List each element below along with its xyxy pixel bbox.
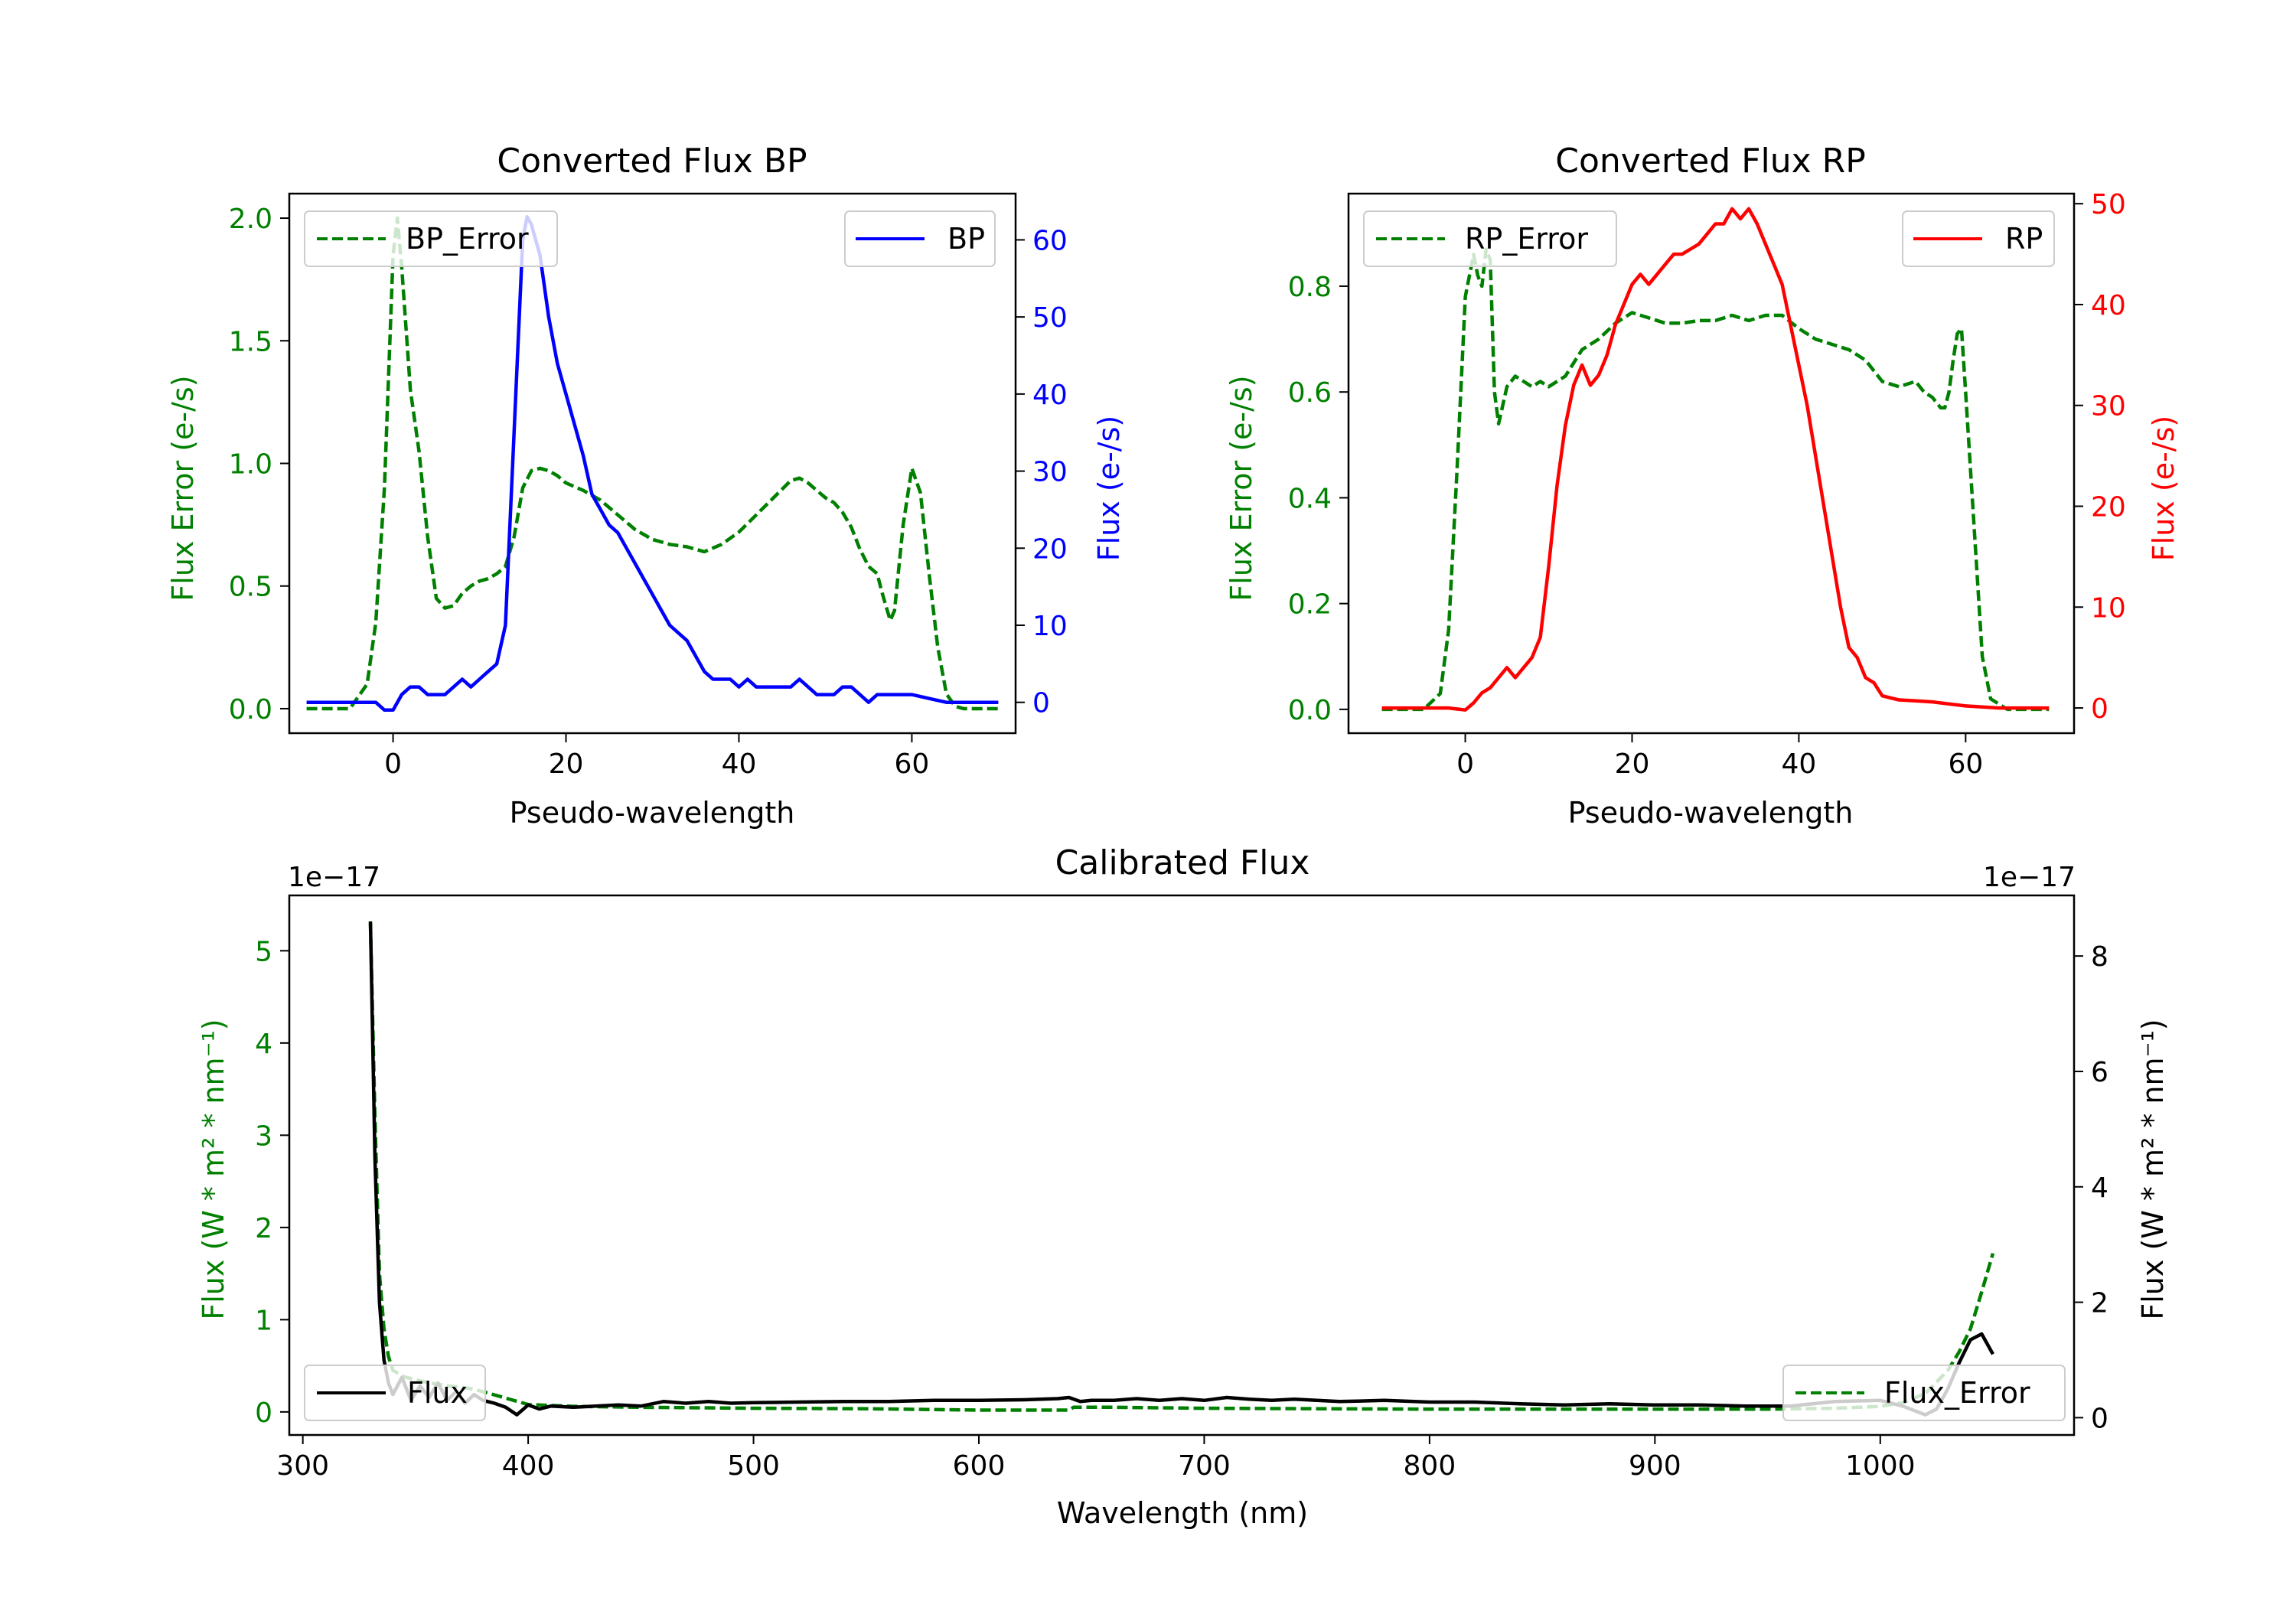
calibrated-legend-left[interactable]: Flux bbox=[304, 1365, 486, 1421]
rp-axes-frame bbox=[1347, 192, 2076, 735]
rp-right-y-tick-label: 20 bbox=[2091, 492, 2126, 523]
bp-x-tick-label: 60 bbox=[895, 748, 930, 780]
calibrated-left-y-tick-label: 2 bbox=[255, 1213, 272, 1244]
rp-left-y-axis-label: Flux Error (e-/s) bbox=[1225, 375, 1258, 601]
bp-left-y-tick-label: 1.5 bbox=[229, 326, 272, 357]
rp-right-y-tick-label: 30 bbox=[2091, 391, 2126, 422]
bp-left-y-tick-label: 0.5 bbox=[229, 572, 272, 603]
calibrated-left-y-tick-label: 1 bbox=[255, 1305, 272, 1336]
bp-chart-title: Converted Flux BP bbox=[497, 142, 807, 181]
bp-right-y-axis-label: Flux (e-/s) bbox=[1092, 416, 1126, 561]
bp-panel: Converted Flux BP 0 20 40 60 0.0 0.5 1.0 1.5 2.0… bbox=[166, 142, 1126, 830]
rp-right-y-tick-label: 0 bbox=[2091, 693, 2108, 725]
bp-right-y-tick-label: 50 bbox=[1032, 302, 1068, 334]
calibrated-x-tick-label: 600 bbox=[953, 1450, 1006, 1482]
bp-legend-left[interactable]: BP_Error bbox=[304, 210, 558, 267]
bp-left-y-tick-label: 0.0 bbox=[229, 694, 272, 726]
rp-x-axis-label: Pseudo-wavelength bbox=[1568, 796, 1854, 830]
bp-right-y-tick-label: 0 bbox=[1032, 688, 1050, 719]
bp-x-tick-label: 0 bbox=[384, 748, 402, 780]
rp-legend-left[interactable]: RP_Error bbox=[1363, 210, 1617, 267]
calibrated-x-tick-label: 700 bbox=[1178, 1450, 1231, 1482]
calibrated-x-axis-label: Wavelength (nm) bbox=[1057, 1496, 1308, 1530]
bp-legend-left-label: BP_Error bbox=[406, 222, 529, 256]
rp-legend-right-label: RP bbox=[2005, 222, 2043, 256]
calibrated-x-tick-label: 1000 bbox=[1845, 1450, 1916, 1482]
rp-left-y-tick-label: 0.8 bbox=[1288, 272, 1332, 303]
calibrated-legend-left-label: Flux bbox=[407, 1376, 468, 1410]
calibrated-right-y-tick-label: 0 bbox=[2091, 1403, 2108, 1434]
calibrated-right-y-tick-label: 2 bbox=[2091, 1288, 2108, 1319]
bp-left-y-tick-label: 2.0 bbox=[229, 204, 272, 235]
calibrated-right-offset-text: 1e−17 bbox=[1983, 862, 2076, 893]
bp-legend-right-label: BP bbox=[947, 222, 985, 256]
bp-plot-area: 0 20 40 60 0.0 0.5 1.0 1.5 2.0 0 10 20 30 40 50 60 bbox=[229, 192, 1068, 780]
calibrated-left-y-tick-label: 4 bbox=[255, 1029, 272, 1060]
calibrated-right-y-tick-label: 4 bbox=[2091, 1172, 2108, 1204]
bp-right-y-tick-label: 20 bbox=[1032, 533, 1068, 565]
calibrated-right-y-tick-label: 8 bbox=[2091, 941, 2108, 973]
rp-right-y-tick-label: 50 bbox=[2091, 189, 2126, 220]
rp-left-y-tick-label: 0.2 bbox=[1288, 589, 1332, 621]
calibrated-x-tick-label: 800 bbox=[1404, 1450, 1456, 1482]
rp-x-tick-label: 0 bbox=[1456, 748, 1474, 780]
bp-series-bp bbox=[306, 214, 999, 713]
calibrated-x-tick-label: 400 bbox=[502, 1450, 555, 1482]
bp-x-tick-label: 40 bbox=[722, 748, 757, 780]
calibrated-left-y-tick-label: 3 bbox=[255, 1120, 272, 1152]
calibrated-left-y-tick-label: 5 bbox=[255, 936, 272, 967]
rp-left-y-tick-label: 0.4 bbox=[1288, 483, 1332, 514]
calibrated-right-y-axis-label: Flux (W * m² * nm⁻¹) bbox=[2136, 1019, 2170, 1319]
bp-series-bp-error bbox=[306, 216, 999, 711]
calibrated-right-y-tick-label: 6 bbox=[2091, 1057, 2108, 1088]
rp-x-tick-label: 40 bbox=[1782, 748, 1817, 780]
calibrated-x-tick-label: 500 bbox=[727, 1450, 780, 1482]
bp-left-y-axis-label: Flux Error (e-/s) bbox=[166, 375, 200, 601]
calibrated-legend-right-label: Flux_Error bbox=[1884, 1376, 2030, 1410]
rp-x-tick-label: 60 bbox=[1948, 748, 1983, 780]
rp-right-y-tick-label: 10 bbox=[2091, 592, 2126, 624]
bp-right-y-tick-label: 30 bbox=[1032, 457, 1068, 488]
bp-left-y-tick-label: 1.0 bbox=[229, 449, 272, 481]
calibrated-left-y-axis-label: Flux (W * m² * nm⁻¹) bbox=[197, 1019, 230, 1319]
calibrated-left-offset-text: 1e−17 bbox=[288, 862, 380, 893]
rp-series-rp bbox=[1381, 207, 2050, 712]
bp-right-y-tick-label: 60 bbox=[1032, 225, 1068, 256]
calibrated-axes-frame bbox=[288, 894, 2076, 1437]
rp-panel: Converted Flux RP 0 20 40 60 0.0 0.2 0.4 0.6 0.8… bbox=[1225, 142, 2180, 830]
bp-legend-right[interactable]: BP bbox=[844, 210, 996, 267]
rp-chart-title: Converted Flux RP bbox=[1555, 142, 1866, 181]
calibrated-legend-right-box bbox=[1782, 1365, 2066, 1421]
calibrated-plot-area: 300 400 500 600 700 800 900 1000 0 1 2 3 4 5 0 2 4 6 8 bbox=[255, 894, 2108, 1482]
rp-legend-left-box bbox=[1363, 210, 1617, 267]
calibrated-left-y-tick-label: 0 bbox=[255, 1397, 272, 1429]
calibrated-legend-left-box bbox=[304, 1365, 486, 1421]
calibrated-legend-right[interactable]: Flux_Error bbox=[1782, 1365, 2066, 1421]
calibrated-x-tick-label: 900 bbox=[1629, 1450, 1681, 1482]
rp-legend-left-label: RP_Error bbox=[1465, 222, 1588, 256]
rp-x-tick-label: 20 bbox=[1615, 748, 1650, 780]
calibrated-chart-title: Calibrated Flux bbox=[1055, 843, 1310, 882]
rp-right-y-axis-label: Flux (e-/s) bbox=[2147, 416, 2180, 561]
rp-legend-right[interactable]: RP bbox=[1902, 210, 2055, 267]
bp-x-tick-label: 20 bbox=[549, 748, 584, 780]
bp-right-y-tick-label: 10 bbox=[1032, 611, 1068, 642]
rp-left-y-tick-label: 0.6 bbox=[1288, 377, 1332, 409]
calibrated-x-tick-label: 300 bbox=[276, 1450, 329, 1482]
rp-left-y-tick-label: 0.0 bbox=[1288, 695, 1332, 726]
rp-right-y-tick-label: 40 bbox=[2091, 290, 2126, 321]
bp-legend-left-box bbox=[304, 210, 558, 267]
calibrated-panel: Calibrated Flux 1e−17 1e−17 300 400 500 600… bbox=[197, 843, 2170, 1530]
bp-right-y-tick-label: 40 bbox=[1032, 380, 1068, 411]
bp-x-axis-label: Pseudo-wavelength bbox=[510, 796, 795, 830]
